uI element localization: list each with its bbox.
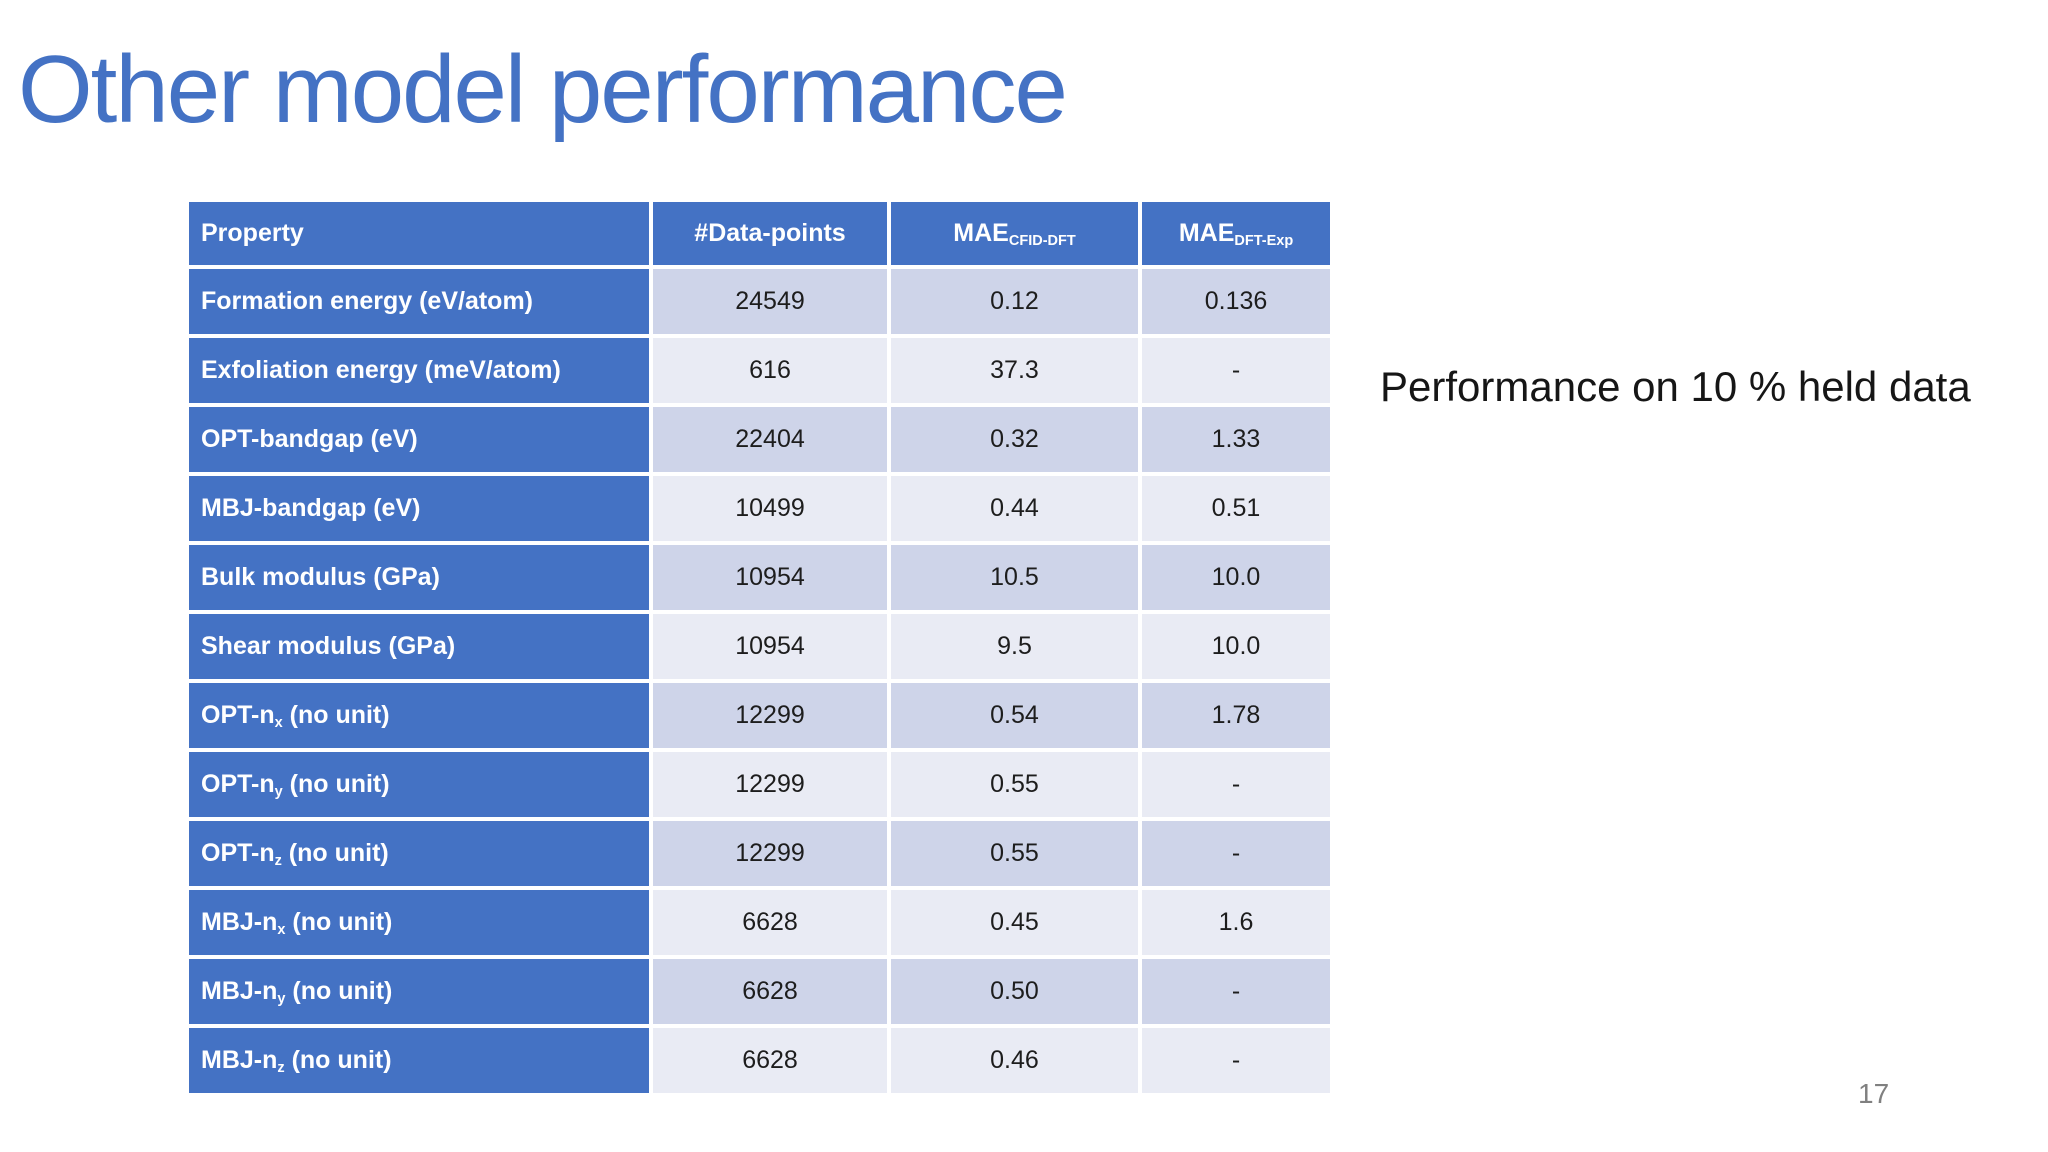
table-row: OPT-bandgap (eV) 22404 0.32 1.33 — [185, 403, 1334, 476]
mae-dft-exp-cell: 1.33 — [1138, 403, 1334, 476]
column-header: Property — [185, 198, 653, 269]
table-body: Formation energy (eV/atom) 24549 0.12 0.136… — [185, 265, 1334, 1097]
subscript-text: CFID-DFT — [1008, 233, 1076, 250]
column-header: MAECFID-DFT — [887, 198, 1142, 269]
table-row: Shear modulus (GPa) 10954 9.5 10.0 — [185, 610, 1334, 683]
table-header: Property #Data-points MAECFID-DFT MAEDFT-Ex… — [185, 198, 1334, 269]
table-row: MBJ-nx (no unit) 6628 0.45 1.6 — [185, 886, 1334, 959]
mae-cfid-dft-cell: 37.3 — [887, 334, 1142, 407]
mae-dft-exp-cell: - — [1138, 817, 1334, 890]
property-cell: OPT-nx (no unit) — [185, 679, 653, 752]
table-row: OPT-nx (no unit) 12299 0.54 1.78 — [185, 679, 1334, 752]
datapoints-cell: 12299 — [649, 817, 891, 890]
mae-dft-exp-cell: - — [1138, 334, 1334, 407]
mae-dft-exp-cell: - — [1138, 748, 1334, 821]
property-cell: Exfoliation energy (meV/atom) — [185, 334, 653, 407]
mae-cfid-dft-cell: 0.45 — [887, 886, 1142, 959]
mae-cfid-dft-cell: 0.46 — [887, 1024, 1142, 1097]
mae-cfid-dft-cell: 9.5 — [887, 610, 1142, 683]
performance-table: Property #Data-points MAECFID-DFT MAEDFT-Ex… — [185, 198, 1334, 1097]
subscript-text: y — [274, 784, 283, 801]
table-row: MBJ-nz (no unit) 6628 0.46- — [185, 1024, 1334, 1097]
mae-cfid-dft-cell: 0.54 — [887, 679, 1142, 752]
mae-cfid-dft-cell: 10.5 — [887, 541, 1142, 614]
page-number: 17 — [1858, 1078, 1890, 1109]
slide-title: Other model performance — [18, 36, 1068, 143]
subscript-text: z — [274, 853, 282, 870]
subscript-text: x — [274, 715, 283, 732]
property-cell: MBJ-nz (no unit) — [185, 1024, 653, 1097]
mae-cfid-dft-cell: 0.32 — [887, 403, 1142, 476]
table-row: Formation energy (eV/atom) 24549 0.12 0.136 — [185, 265, 1334, 338]
mae-dft-exp-cell: 1.78 — [1138, 679, 1334, 752]
mae-cfid-dft-cell: 0.55 — [887, 748, 1142, 821]
datapoints-cell: 616 — [649, 334, 891, 407]
mae-dft-exp-cell: 0.51 — [1138, 472, 1334, 545]
property-cell: Bulk modulus (GPa) — [185, 541, 653, 614]
table-row: MBJ-ny (no unit) 6628 0.50- — [185, 955, 1334, 1028]
table-row: OPT-nz (no unit) 12299 0.55- — [185, 817, 1334, 890]
table-header-row: Property #Data-points MAECFID-DFT MAEDFT-Ex… — [185, 198, 1334, 269]
property-cell: Formation energy (eV/atom) — [185, 265, 653, 338]
mae-dft-exp-cell: 0.136 — [1138, 265, 1334, 338]
property-cell: MBJ-ny (no unit) — [185, 955, 653, 1028]
column-header: #Data-points — [649, 198, 891, 269]
property-cell: OPT-bandgap (eV) — [185, 403, 653, 476]
datapoints-cell: 12299 — [649, 679, 891, 752]
subscript-text: DFT-Exp — [1234, 233, 1294, 250]
subscript-text: x — [277, 922, 286, 939]
property-cell: MBJ-nx (no unit) — [185, 886, 653, 959]
mae-cfid-dft-cell: 0.50 — [887, 955, 1142, 1028]
mae-cfid-dft-cell: 0.44 — [887, 472, 1142, 545]
table-row: MBJ-bandgap (eV) 10499 0.44 0.51 — [185, 472, 1334, 545]
datapoints-cell: 10954 — [649, 610, 891, 683]
datapoints-cell: 6628 — [649, 955, 891, 1028]
mae-dft-exp-cell: 1.6 — [1138, 886, 1334, 959]
mae-dft-exp-cell: 10.0 — [1138, 610, 1334, 683]
annotation-text: Performance on 10 % held data — [1380, 363, 1971, 410]
property-cell: Shear modulus (GPa) — [185, 610, 653, 683]
subscript-text: z — [277, 1060, 285, 1077]
table-row: Exfoliation energy (meV/atom) 616 37.3- — [185, 334, 1334, 407]
table-row: OPT-ny (no unit) 12299 0.55- — [185, 748, 1334, 821]
datapoints-cell: 24549 — [649, 265, 891, 338]
datapoints-cell: 6628 — [649, 886, 891, 959]
mae-dft-exp-cell: 10.0 — [1138, 541, 1334, 614]
datapoints-cell: 22404 — [649, 403, 891, 476]
mae-cfid-dft-cell: 0.12 — [887, 265, 1142, 338]
datapoints-cell: 6628 — [649, 1024, 891, 1097]
property-cell: MBJ-bandgap (eV) — [185, 472, 653, 545]
mae-cfid-dft-cell: 0.55 — [887, 817, 1142, 890]
table-row: Bulk modulus (GPa) 10954 10.5 10.0 — [185, 541, 1334, 614]
property-cell: OPT-nz (no unit) — [185, 817, 653, 890]
subscript-text: y — [277, 991, 286, 1008]
datapoints-cell: 10954 — [649, 541, 891, 614]
column-header: MAEDFT-Exp — [1138, 198, 1334, 269]
property-cell: OPT-ny (no unit) — [185, 748, 653, 821]
datapoints-cell: 10499 — [649, 472, 891, 545]
datapoints-cell: 12299 — [649, 748, 891, 821]
mae-dft-exp-cell: - — [1138, 955, 1334, 1028]
mae-dft-exp-cell: - — [1138, 1024, 1334, 1097]
